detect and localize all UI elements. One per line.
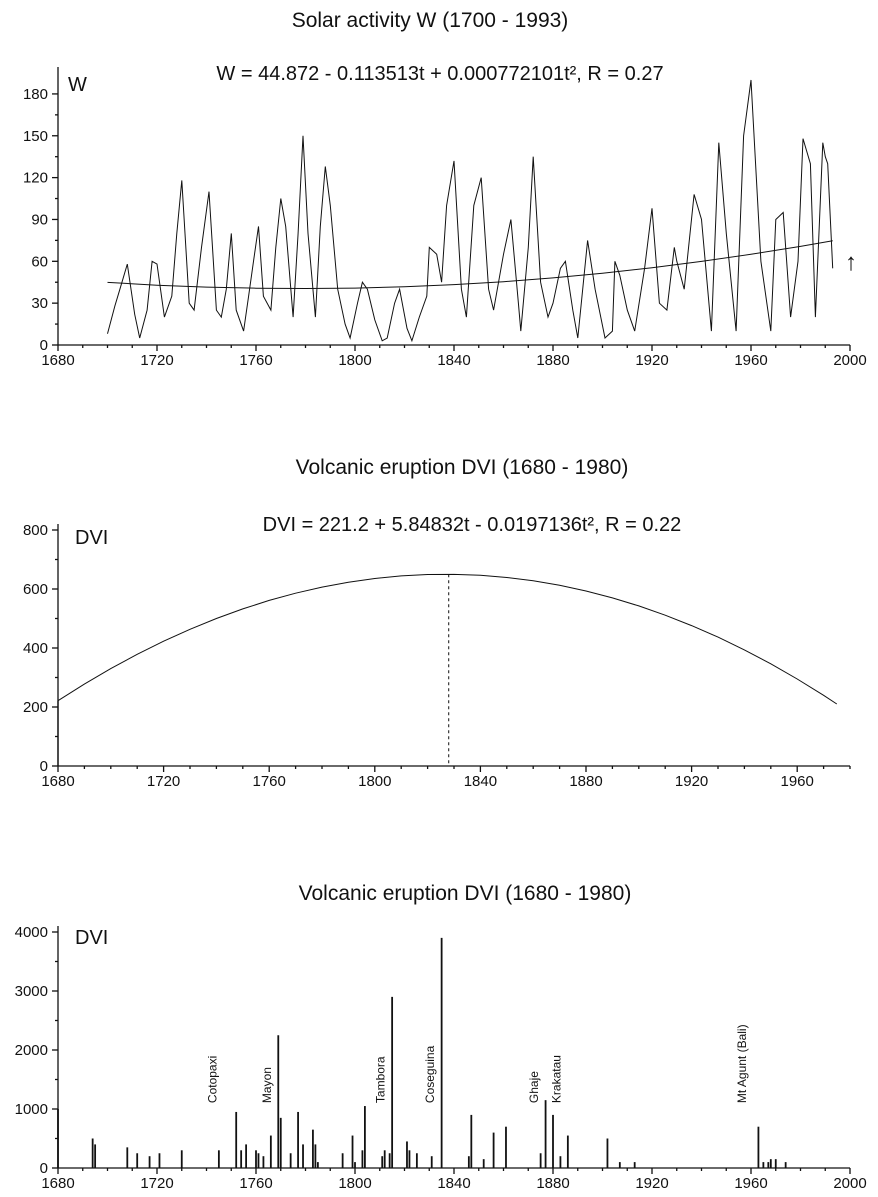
fit-curve [57, 573, 838, 705]
x-tick-label: 1840 [437, 1175, 470, 1192]
x-tick-label: 2000 [833, 1175, 866, 1192]
chart-title: Volcanic eruption DVI (1680 - 1980) [299, 882, 632, 905]
x-tick-label: 1880 [536, 1175, 569, 1192]
x-tick-label: 1800 [358, 773, 391, 790]
x-tick-label: 1840 [437, 352, 470, 369]
x-tick-label: 1960 [734, 1175, 767, 1192]
chart-equation: DVI = 221.2 + 5.84832t - 0.0197136t², R … [263, 514, 682, 536]
x-tick-label: 1800 [338, 1175, 371, 1192]
x-tick-label: 1840 [464, 773, 497, 790]
y-tick-label: 180 [23, 86, 48, 103]
x-tick-label: 1720 [140, 352, 173, 369]
x-tick-label: 1920 [635, 1175, 668, 1192]
x-tick-label: 1960 [734, 352, 767, 369]
chart-equation: W = 44.872 - 0.113513t + 0.000772101t², … [216, 63, 663, 85]
volcano-label: Tambora [374, 1056, 388, 1103]
x-tick-label: 1680 [41, 1175, 74, 1192]
chart-title: Volcanic eruption DVI (1680 - 1980) [296, 456, 629, 479]
x-tick-label: 1880 [536, 352, 569, 369]
y-tick-label: 30 [31, 295, 48, 312]
volcano-label: Mayon [260, 1067, 274, 1103]
y-tick-label: 800 [23, 522, 48, 539]
y-tick-label: 600 [23, 581, 48, 598]
y-axis-label: W [68, 74, 87, 96]
trend-arrow: ↑ [845, 249, 857, 276]
volcano-label: Mt Agunt (Bali) [735, 1024, 749, 1103]
panel-solar: Solar activity W (1700 - 1993) W = 44.87… [23, 9, 867, 369]
y-axis-label: DVI [75, 927, 108, 949]
x-tick-label: 2000 [833, 352, 866, 369]
volcano-label: Ghaje [527, 1071, 541, 1103]
x-tick-label: 1760 [239, 352, 272, 369]
x-tick-label: 1720 [147, 773, 180, 790]
panel-dvi-fit: Volcanic eruption DVI (1680 - 1980) DVI … [23, 456, 851, 790]
y-tick-label: 120 [23, 170, 48, 187]
y-tick-label: 400 [23, 640, 48, 657]
volcano-label: Coseguina [423, 1045, 437, 1103]
x-tick-label: 1920 [675, 773, 708, 790]
y-tick-label: 0 [40, 758, 48, 775]
y-tick-label: 0 [40, 1160, 48, 1177]
x-tick-label: 1760 [253, 773, 286, 790]
y-tick-label: 2000 [15, 1042, 48, 1059]
x-tick-label: 1760 [239, 1175, 272, 1192]
x-tick-label: 1920 [635, 352, 668, 369]
y-axis-label: DVI [75, 527, 108, 549]
y-tick-label: 150 [23, 128, 48, 145]
x-tick-label: 1880 [569, 773, 602, 790]
volcano-label: Cotopaxi [205, 1056, 219, 1103]
y-tick-label: 90 [31, 211, 48, 228]
y-tick-label: 4000 [15, 924, 48, 941]
y-tick-label: 200 [23, 699, 48, 716]
x-tick-label: 1680 [41, 773, 74, 790]
y-tick-label: 3000 [15, 983, 48, 1000]
x-tick-label: 1800 [338, 352, 371, 369]
y-tick-label: 0 [40, 337, 48, 354]
volcano-label: Krakatau [549, 1055, 563, 1103]
y-tick-label: 60 [31, 253, 48, 270]
fit-curve [107, 240, 833, 290]
x-tick-label: 1720 [140, 1175, 173, 1192]
panel-dvi-bars: Volcanic eruption DVI (1680 - 1980) DVI … [15, 882, 867, 1192]
chart-title: Solar activity W (1700 - 1993) [292, 9, 569, 32]
x-tick-label: 1960 [781, 773, 814, 790]
solar-activity-line [107, 79, 834, 343]
x-tick-label: 1680 [41, 352, 74, 369]
y-tick-label: 1000 [15, 1101, 48, 1118]
